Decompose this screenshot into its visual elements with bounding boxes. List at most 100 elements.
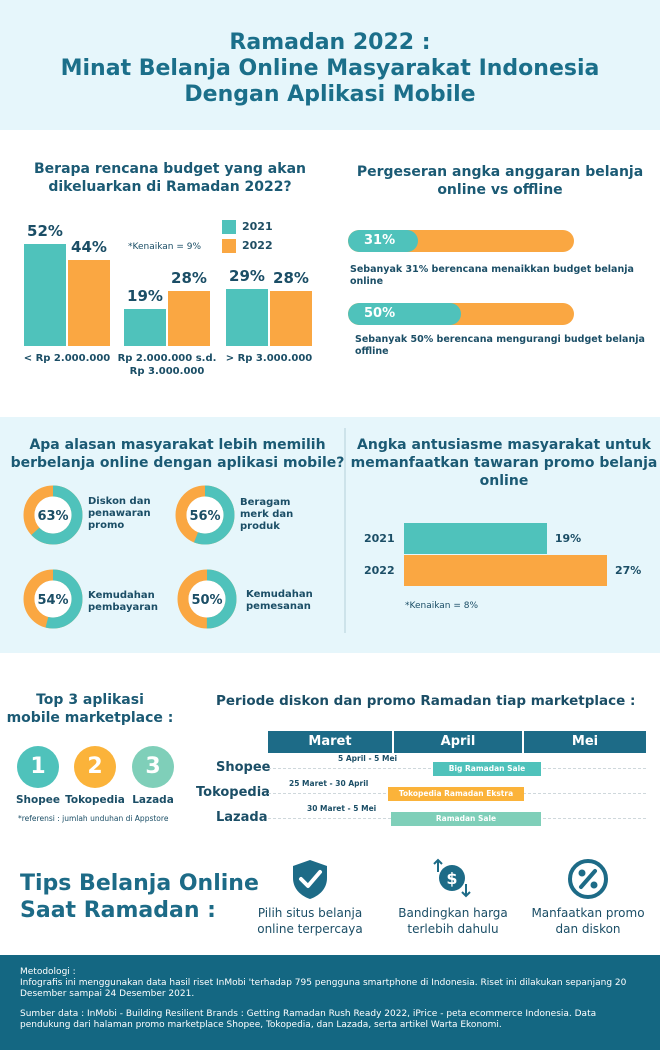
budget-bar-2022-1: [168, 291, 210, 346]
budget-category-0: < Rp 2.000.000: [10, 352, 124, 365]
budget-bar-2021-2: [226, 289, 268, 346]
budget-bar-2021-0: [24, 244, 66, 346]
promo-title-line2: memanfaatkan tawaran promo belanja: [350, 455, 658, 471]
reason-donut-fill-0: [23, 485, 83, 545]
promo-title-line3: online: [479, 473, 529, 489]
shift-pill-1: 50%: [348, 303, 574, 325]
app-name-1: Tokopedia: [65, 794, 125, 806]
budget-category-2-line0: > Rp 3.000.000: [225, 353, 313, 364]
tip-1-line2: online terpercaya: [257, 922, 363, 936]
page-title-line2: Minat Belanja Online Masyarakat Indonesi…: [60, 56, 600, 81]
compare-price-icon: $: [430, 856, 474, 904]
budget-category-0-line0: < Rp 2.000.000: [23, 353, 111, 364]
budget-bar-label-2021-1: 19%: [127, 286, 163, 305]
reasons-band: [0, 417, 660, 653]
shift-pill-fill-0: 31%: [348, 230, 419, 252]
budget-bar-chart: 52% 44% < Rp 2.000.000 19% 28% Rp 2.000.000 s…: [0, 200, 330, 390]
budget-bar-2021-1: [124, 308, 166, 346]
legend-swatch-2021: [222, 220, 236, 234]
reason-label-0-line2: promo: [88, 520, 125, 531]
reasons-title-line1: Apa alasan masyarakat lebih memilih: [29, 437, 326, 453]
reason-donut-label-0: 63%: [37, 509, 68, 524]
reason-label-1: Beragam merk dan produk: [240, 497, 320, 533]
month-maret: Maret: [268, 731, 392, 753]
budget-bar-label-2022-2: 28%: [273, 269, 309, 288]
promo-title-line1: Angka antusiasme masyarakat untuk: [357, 437, 651, 453]
app-rank-circle-1: 2: [74, 746, 116, 788]
reason-donut-0: 63%: [23, 485, 83, 545]
legend-label-2021: 2021: [242, 220, 273, 233]
footer-method-title: Metodologi :: [20, 967, 76, 977]
tips-title-line1: Tips Belanja Online: [20, 871, 259, 896]
month-mei: Mei: [524, 731, 646, 753]
reason-label-1-line2: produk: [240, 521, 280, 532]
budget-bar-label-2022-0: 44%: [71, 237, 107, 256]
reason-donut-label-2: 54%: [37, 593, 68, 608]
reason-donut-center-0: [34, 496, 72, 534]
app-name-2: Lazada: [132, 794, 174, 806]
reason-label-1-line0: Beragam: [240, 497, 291, 508]
tip-3-text: Manfaatkan promo dan diskon: [528, 905, 648, 937]
top-apps-title-line1: Top 3 aplikasi: [36, 692, 144, 708]
reason-label-0-line1: penawaran: [88, 508, 151, 519]
shift-pill-0: 31%: [348, 230, 574, 252]
percent-icon: [567, 858, 609, 904]
shift-title: Pergeseran angka anggaran belanja online…: [340, 163, 660, 199]
budget-bar-label-2022-1: 28%: [171, 269, 207, 288]
shift-text-1-line2: offline: [355, 346, 389, 357]
promo-bar-1: [404, 555, 607, 586]
footer-method-text: Infografis ini menggunakan data hasil ri…: [20, 978, 627, 999]
app-name-0: Shopee: [15, 794, 60, 806]
reason-label-2-line0: Kemudahan: [88, 590, 155, 601]
reason-donut-3: 50%: [177, 569, 237, 629]
footer: Metodologi : Infografis ini menggunakan …: [0, 955, 660, 1050]
legend-label-2022: 2022: [242, 239, 273, 252]
shift-pill-fill-1: 50%: [348, 303, 461, 325]
reason-donut-2: 54%: [23, 569, 83, 629]
title-band: Ramadan 2022 : Minat Belanja Online Masy…: [0, 0, 660, 130]
budget-title-line2: dikeluarkan di Ramadan 2022?: [48, 179, 292, 195]
page-title-line3: Dengan Aplikasi Mobile: [184, 82, 476, 107]
tip-2-line2: terlebih dahulu: [407, 922, 499, 936]
shift-text-1-line1: Sebanyak 50% berencana mengurangi budget…: [355, 334, 645, 345]
reason-label-3: Kemudahan pemesanan: [246, 589, 326, 613]
periods-title: Periode diskon dan promo Ramadan tiap ma…: [216, 693, 636, 709]
promo-year-1: 2022: [364, 564, 395, 577]
budget-bar-2022-0: [68, 259, 110, 346]
shield-check-icon: [290, 858, 330, 904]
budget-category-1-line1: Rp 3.000.000: [129, 366, 205, 377]
period-range-1: 25 Maret - 30 April: [289, 779, 369, 788]
reason-donut-fill-3: [177, 569, 237, 629]
reason-label-3-line0: Kemudahan: [246, 589, 313, 600]
tip-1-text: Pilih situs belanja online terpercaya: [250, 905, 370, 937]
tips-title-line2: Saat Ramadan :: [20, 898, 216, 923]
promo-bar-2: Ramadan Sale: [391, 812, 541, 826]
shift-text-1: Sebanyak 50% berencana mengurangi budget…: [355, 334, 645, 358]
budget-bar-2022-2: [270, 291, 312, 346]
reason-label-3-line1: pemesanan: [246, 601, 311, 612]
footer-source-text: Sumber data : InMobi - Building Resilien…: [20, 1009, 597, 1030]
period-range-2: 30 Maret - 5 Mei: [307, 804, 377, 813]
tip-1-line1: Pilih situs belanja: [257, 906, 363, 920]
promo-bar-0: [404, 523, 547, 554]
tip-2-text: Bandingkan harga terlebih dahulu: [393, 905, 513, 937]
promo-bar-label-0: 19%: [554, 532, 582, 545]
app-rank-circle-2: 3: [132, 746, 174, 788]
band-divider: [344, 428, 346, 633]
tip-3-line1: Manfaatkan promo: [531, 906, 645, 920]
top-apps-title: Top 3 aplikasi mobile marketplace :: [0, 691, 180, 727]
app-rank-circle-0: 1: [17, 746, 59, 788]
legend-swatch-2022: [222, 239, 236, 253]
shift-title-line2: online vs offline: [437, 182, 563, 198]
shift-text-0: Sebanyak 31% berencana menaikkan budget …: [350, 264, 640, 288]
reason-donut-label-3: 50%: [191, 593, 222, 608]
reason-label-0: Diskon dan penawaran promo: [88, 496, 168, 532]
tip-2-line1: Bandingkan harga: [398, 906, 508, 920]
reasons-title-line2: berbelanja online dengan aplikasi mobile…: [10, 455, 345, 471]
budget-note: *Kenaikan = 9%: [128, 242, 202, 252]
reason-label-0-line0: Diskon dan: [88, 496, 151, 507]
budget-category-2: > Rp 3.000.000: [212, 352, 326, 365]
budget-bar-label-2021-2: 29%: [229, 267, 265, 286]
reason-label-2: Kemudahan pembayaran: [88, 590, 168, 614]
reason-donut-1: 56%: [175, 485, 235, 545]
